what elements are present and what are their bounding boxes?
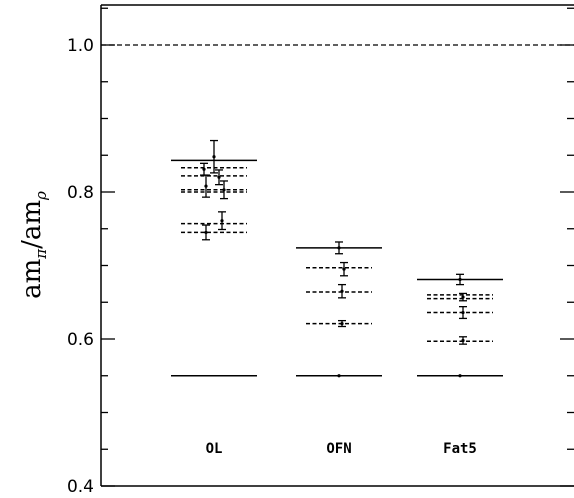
data-point [202,167,206,171]
category-label-fat5: Fat5 [443,441,477,457]
y-tick-label: 0.6 [67,330,94,350]
category-label-ofn: OFN [326,441,351,457]
category-group-ol [171,139,257,377]
series-group [171,139,503,378]
y-axis-label-sub1: π [32,248,50,260]
category-labels: OL OFN Fat5 [206,441,477,457]
data-point [204,184,208,188]
category-group-fat5 [417,273,503,378]
y-axis-ticks [101,7,574,487]
data-point [458,374,462,378]
data-point [340,321,344,326]
y-axis-tick-labels: 0.4 0.6 0.8 1.0 [67,36,94,497]
y-tick-label: 0.4 [67,477,94,497]
data-point [337,246,341,250]
data-point [212,155,216,159]
data-point [461,295,465,299]
data-point [217,175,221,179]
data-point [461,310,465,315]
data-point [340,289,344,293]
data-point [222,188,226,192]
y-axis-label-sep: /am [17,200,47,249]
data-point [458,277,462,282]
y-tick-label: 1.0 [67,36,94,56]
data-point [461,338,465,343]
data-point [220,219,224,223]
y-axis-label: amπ/amρ [17,191,50,299]
data-point [342,267,346,271]
data-point [337,374,341,378]
category-label-ol: OL [206,441,223,457]
category-group-ofn [296,241,382,378]
y-axis-label-sub2: ρ [32,191,50,201]
y-tick-label: 0.8 [67,183,94,203]
data-point [204,230,208,235]
y-axis-label-am1: am [17,259,47,299]
plot-frame-group [100,4,574,487]
